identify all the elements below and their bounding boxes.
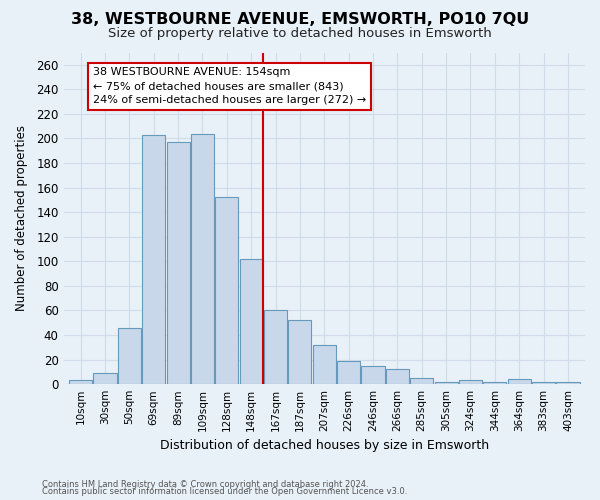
Text: Contains public sector information licensed under the Open Government Licence v3: Contains public sector information licen… bbox=[42, 488, 407, 496]
Text: Size of property relative to detached houses in Emsworth: Size of property relative to detached ho… bbox=[108, 28, 492, 40]
Bar bbox=[264, 310, 287, 384]
Bar bbox=[483, 382, 506, 384]
Bar bbox=[410, 378, 433, 384]
Bar bbox=[459, 380, 482, 384]
Bar bbox=[386, 370, 409, 384]
Bar bbox=[508, 380, 531, 384]
Bar bbox=[191, 134, 214, 384]
Bar bbox=[337, 361, 360, 384]
Bar bbox=[167, 142, 190, 384]
X-axis label: Distribution of detached houses by size in Emsworth: Distribution of detached houses by size … bbox=[160, 440, 489, 452]
Bar bbox=[239, 259, 263, 384]
Bar bbox=[94, 373, 116, 384]
Bar bbox=[532, 382, 555, 384]
Bar bbox=[556, 382, 580, 384]
Bar bbox=[289, 320, 311, 384]
Text: 38 WESTBOURNE AVENUE: 154sqm
← 75% of detached houses are smaller (843)
24% of s: 38 WESTBOURNE AVENUE: 154sqm ← 75% of de… bbox=[93, 67, 366, 105]
Bar bbox=[434, 382, 458, 384]
Bar bbox=[313, 345, 336, 384]
Bar bbox=[142, 135, 165, 384]
Bar bbox=[361, 366, 385, 384]
Bar bbox=[215, 198, 238, 384]
Y-axis label: Number of detached properties: Number of detached properties bbox=[15, 126, 28, 312]
Text: 38, WESTBOURNE AVENUE, EMSWORTH, PO10 7QU: 38, WESTBOURNE AVENUE, EMSWORTH, PO10 7Q… bbox=[71, 12, 529, 28]
Bar bbox=[69, 380, 92, 384]
Bar bbox=[118, 328, 141, 384]
Text: Contains HM Land Registry data © Crown copyright and database right 2024.: Contains HM Land Registry data © Crown c… bbox=[42, 480, 368, 489]
